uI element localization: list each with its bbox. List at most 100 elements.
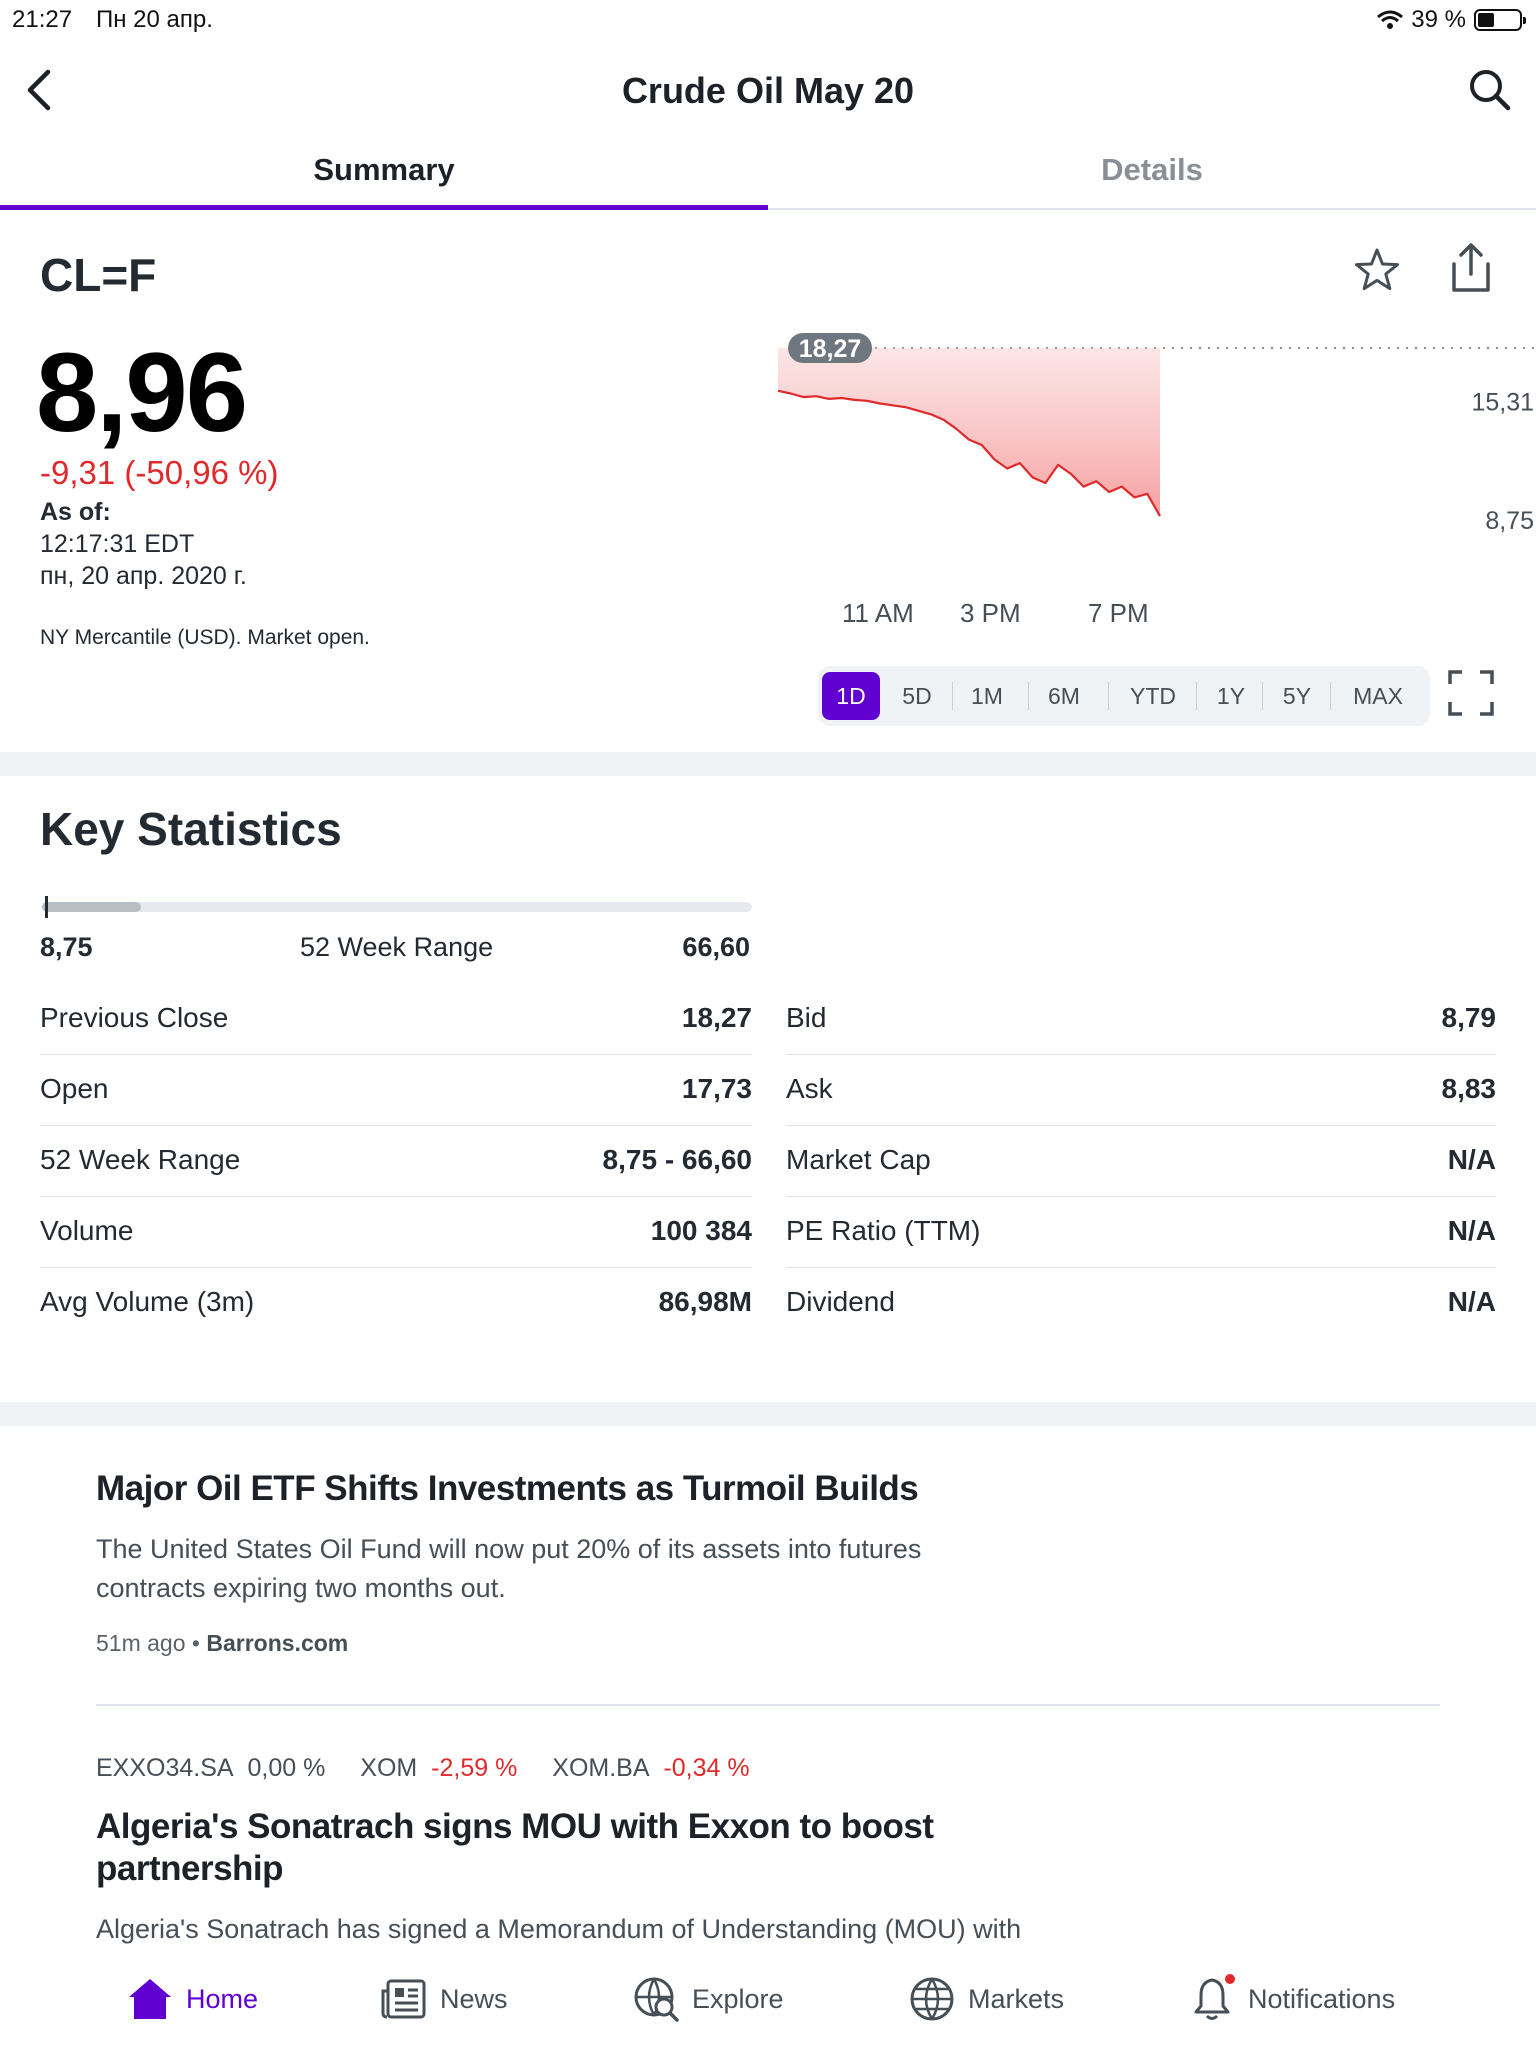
range-separator	[1108, 682, 1109, 710]
range-ytd-button[interactable]: YTD	[1130, 683, 1176, 709]
time-range-selector: 1D 5D 1M 6M YTD 1Y 5Y MAX	[818, 666, 1430, 726]
stat-label: Avg Volume (3m)	[40, 1286, 255, 1317]
nav-explore-label: Explore	[692, 1983, 784, 2014]
star-icon[interactable]	[1352, 246, 1402, 296]
tab-summary[interactable]: Summary	[313, 152, 455, 187]
stat-value: N/A	[1447, 1286, 1496, 1317]
key-statistics-section: Key Statistics 8,75 52 Week Range 66,60 …	[0, 776, 1536, 1402]
quote-section: CL=F 8,96 -9,31 (-50,96 %) As of: 12:17:…	[0, 210, 1536, 752]
nav-news[interactable]: News	[380, 1974, 508, 2024]
stat-value: 8,75 - 66,60	[602, 1144, 752, 1175]
status-bar: 21:27 Пн 20 апр. 39 %	[0, 0, 1536, 40]
stat-label: Bid	[786, 1002, 827, 1033]
range-1d-button[interactable]: 1D	[822, 672, 880, 720]
ticker-chip[interactable]: EXXO34.SA 0,00 %	[96, 1754, 325, 1782]
range-separator	[952, 682, 953, 710]
news-feed: Major Oil ETF Shifts Investments as Turm…	[0, 1426, 1536, 1946]
stat-label: Open	[40, 1073, 109, 1104]
range-5y-button[interactable]: 5Y	[1282, 683, 1312, 709]
as-of-time: 12:17:31 EDT	[40, 530, 195, 558]
meta-separator: •	[191, 1630, 207, 1656]
nav-home[interactable]: Home	[126, 1974, 258, 2024]
stat-value: 100 384	[650, 1215, 752, 1246]
stat-row-52-week-range: 52 Week Range 8,75 - 66,60	[40, 1126, 752, 1197]
stat-value: N/A	[1447, 1144, 1496, 1175]
price-area	[778, 348, 1160, 517]
news-meta: 51m ago • Barrons.com	[96, 1630, 348, 1657]
as-of-label: As of:	[40, 498, 111, 526]
range-1y-button[interactable]: 1Y	[1216, 683, 1246, 709]
price-change: -9,31 (-50,96 %)	[40, 454, 279, 491]
news-summary[interactable]: Algeria's Sonatrach has signed a Memoran…	[96, 1914, 1022, 1944]
section-divider	[0, 752, 1536, 776]
stat-value: 18,27	[681, 1002, 752, 1033]
exchange-info: NY Mercantile (USD). Market open.	[40, 626, 370, 649]
52-week-low: 8,75	[40, 932, 93, 962]
battery-percent: 39 %	[1411, 6, 1466, 33]
tab-details[interactable]: Details	[1101, 152, 1203, 187]
nav-home-label: Home	[186, 1983, 259, 2014]
ticker-symbol: CL=F	[40, 249, 157, 301]
bell-icon	[1194, 1978, 1230, 2020]
back-chevron-icon[interactable]	[16, 64, 66, 116]
search-icon[interactable]	[1464, 64, 1516, 116]
ticker-symbol: EXXO34.SA	[96, 1754, 234, 1782]
stat-row-open: Open 17,73	[40, 1055, 752, 1126]
nav-notifications-label: Notifications	[1248, 1983, 1396, 2014]
nav-notifications[interactable]: Notifications	[1188, 1974, 1395, 2024]
stat-row-dividend: Dividend N/A	[786, 1268, 1496, 1339]
ticker-chip[interactable]: XOM.BA -0,34 %	[552, 1754, 749, 1782]
previous-close-label: 18,27	[799, 335, 862, 363]
stat-label: Volume	[40, 1215, 134, 1246]
stat-value: 8,83	[1441, 1073, 1497, 1104]
range-5d-button[interactable]: 5D	[902, 683, 932, 709]
previous-close-badge	[788, 333, 872, 363]
nav-markets[interactable]: Markets	[908, 1974, 1064, 2024]
ticker-symbol: XOM	[360, 1754, 418, 1782]
share-icon[interactable]	[1446, 242, 1496, 296]
markets-globe-icon	[910, 1977, 954, 2021]
status-right: 39 %	[1377, 6, 1526, 34]
x-tick-label: 11 AM	[842, 598, 914, 628]
52-week-range-fill	[42, 902, 142, 912]
price-line	[777, 389, 1161, 517]
home-icon	[129, 1979, 171, 2019]
ticker-change: -2,59 %	[431, 1754, 518, 1782]
news-summary[interactable]: The United States Oil Fund will now put …	[96, 1534, 922, 1603]
stat-row-pe-ratio: PE Ratio (TTM) N/A	[786, 1197, 1496, 1268]
news-source: Barrons.com	[206, 1630, 349, 1656]
ticker-change: -0,34 %	[663, 1754, 750, 1782]
range-6m-button[interactable]: 6M	[1048, 683, 1080, 709]
status-time: 21:27	[12, 6, 73, 33]
active-tab-indicator	[0, 205, 768, 210]
stat-row-ask: Ask 8,83	[786, 1055, 1496, 1126]
news-divider	[96, 1704, 1440, 1706]
related-tickers: EXXO34.SA 0,00 % XOM -2,59 % XOM.BA -0,3…	[96, 1754, 778, 1783]
fullscreen-icon[interactable]	[1446, 668, 1496, 718]
52-week-range-marker	[44, 896, 48, 918]
y-tick-label: 8,75	[1485, 507, 1534, 535]
explore-icon	[634, 1977, 679, 2022]
range-max-button[interactable]: MAX	[1353, 683, 1403, 709]
intraday-chart[interactable]: 18,27 15,31 8,75	[770, 310, 1536, 590]
news-headline[interactable]: Algeria's Sonatrach signs MOU with Exxon…	[96, 1807, 934, 1888]
ticker-chip[interactable]: XOM -2,59 %	[360, 1754, 517, 1782]
nav-explore[interactable]: Explore	[632, 1974, 784, 2024]
news-headline[interactable]: Major Oil ETF Shifts Investments as Turm…	[96, 1469, 919, 1508]
52-week-range-bar	[42, 896, 752, 918]
bottom-navigation: Home News Explore Markets Notif	[0, 1960, 1536, 2048]
battery-icon	[1474, 9, 1526, 31]
section-title: Key Statistics	[40, 803, 342, 855]
range-separator	[1330, 682, 1331, 710]
stat-label: Dividend	[786, 1286, 895, 1317]
stat-label: Ask	[786, 1073, 833, 1104]
range-separator	[1196, 682, 1197, 710]
x-axis-labels: 11 AM 3 PM 7 PM	[770, 598, 1170, 638]
section-divider	[0, 1402, 1536, 1426]
status-date: Пн 20 апр.	[96, 6, 213, 33]
stat-label: PE Ratio (TTM)	[786, 1215, 981, 1246]
range-1m-button[interactable]: 1M	[971, 683, 1003, 709]
52-week-high: 66,60	[682, 932, 750, 962]
stat-row-volume: Volume 100 384	[40, 1197, 752, 1268]
x-tick-label: 3 PM	[960, 598, 1021, 628]
